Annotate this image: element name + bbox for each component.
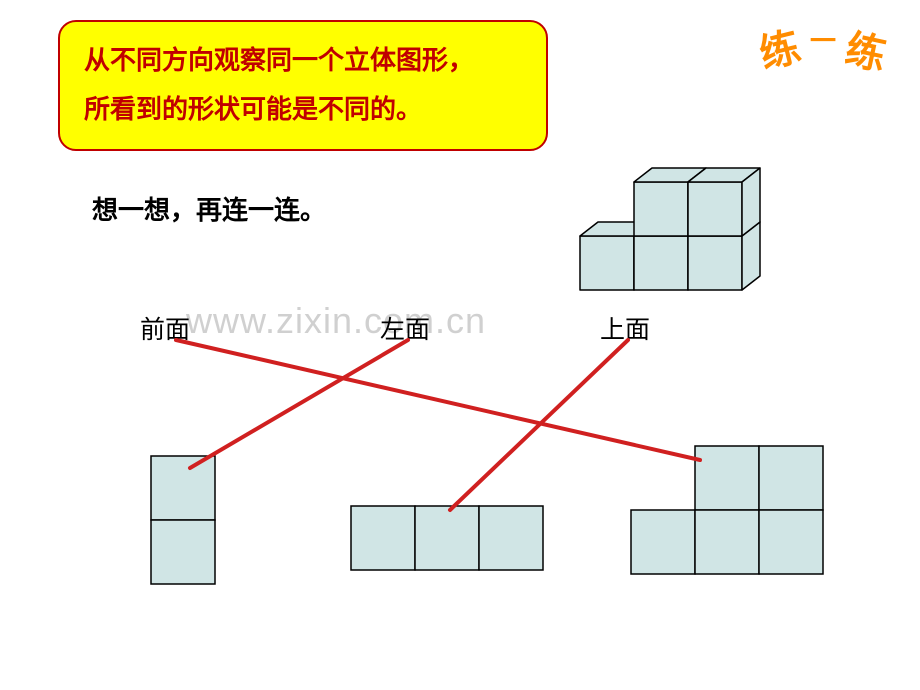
decor-char-1: 练 <box>753 14 806 80</box>
decor-char-3: 练 <box>841 17 892 82</box>
key-point-callout: 从不同方向观察同一个立体图形， 所看到的形状可能是不同的。 <box>58 20 548 151</box>
practice-decor: 练 一 练 <box>760 22 886 80</box>
solid-figure <box>560 120 880 320</box>
callout-line1: 从不同方向观察同一个立体图形， <box>84 36 522 85</box>
task-prompt: 想一想，再连一连。 <box>92 190 326 227</box>
label-left: 左面 <box>380 310 430 346</box>
front-view-shape <box>630 445 824 575</box>
watermark: www.zixin.com.cn <box>186 300 486 342</box>
decor-char-2: 一 <box>810 21 836 58</box>
callout-line2: 所看到的形状可能是不同的。 <box>84 85 522 134</box>
top-view-shape <box>350 505 544 571</box>
label-front: 前面 <box>140 310 190 346</box>
left-view-shape <box>150 455 216 585</box>
